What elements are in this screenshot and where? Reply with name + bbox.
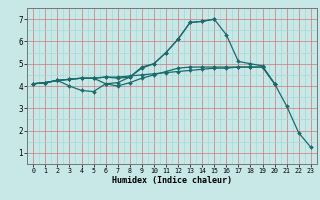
X-axis label: Humidex (Indice chaleur): Humidex (Indice chaleur) (112, 176, 232, 185)
